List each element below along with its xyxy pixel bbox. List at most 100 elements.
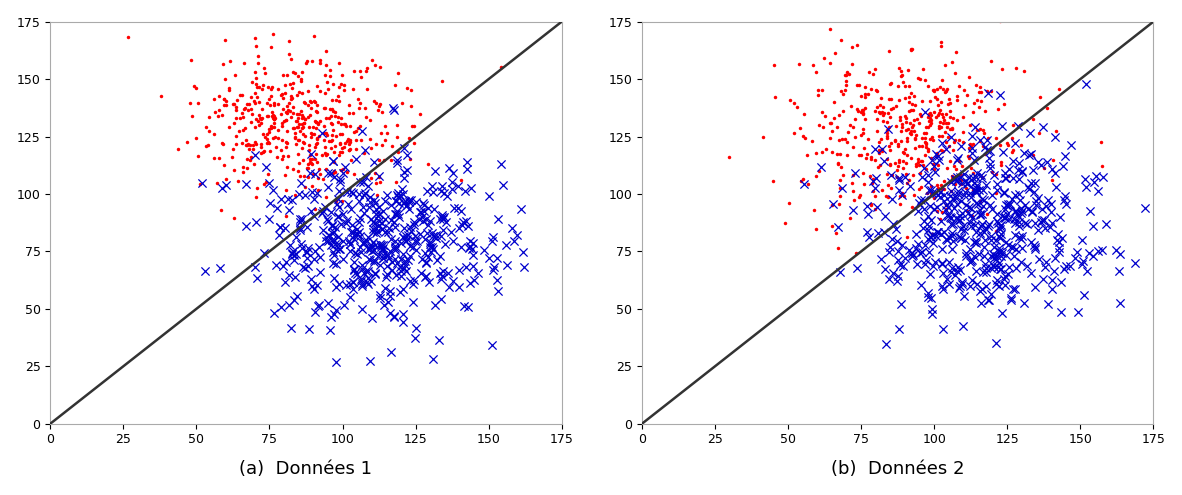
- Point: [923, 133, 942, 141]
- Point: [199, 141, 217, 149]
- Point: [928, 95, 947, 102]
- Point: [398, 256, 417, 264]
- Point: [1061, 141, 1080, 148]
- Point: [333, 169, 352, 177]
- Point: [972, 171, 991, 179]
- Point: [918, 212, 937, 220]
- Point: [931, 38, 950, 46]
- Point: [314, 136, 333, 144]
- Point: [921, 114, 940, 122]
- Point: [345, 67, 364, 75]
- Point: [918, 145, 937, 152]
- Point: [985, 262, 1004, 270]
- Point: [395, 260, 414, 268]
- Point: [943, 175, 962, 183]
- Point: [238, 164, 256, 172]
- Point: [933, 208, 952, 216]
- Point: [1012, 235, 1031, 243]
- Point: [335, 81, 353, 89]
- Point: [370, 63, 389, 71]
- Point: [278, 140, 297, 148]
- Point: [962, 276, 981, 284]
- Point: [359, 182, 378, 190]
- Point: [1001, 200, 1020, 208]
- Point: [259, 125, 278, 133]
- Point: [896, 254, 915, 262]
- Point: [972, 174, 991, 182]
- Point: [350, 243, 369, 251]
- Point: [843, 43, 862, 51]
- Point: [301, 207, 320, 215]
- Point: [935, 128, 954, 136]
- Point: [974, 252, 993, 260]
- Point: [362, 144, 381, 151]
- Point: [963, 140, 982, 148]
- Point: [872, 136, 891, 144]
- Point: [894, 148, 913, 156]
- Point: [911, 75, 930, 83]
- Point: [996, 251, 1015, 259]
- Point: [844, 197, 863, 204]
- Point: [339, 140, 358, 148]
- Point: [381, 309, 400, 317]
- Point: [1015, 201, 1034, 209]
- Point: [908, 115, 927, 123]
- Point: [875, 228, 894, 236]
- Point: [410, 215, 429, 223]
- Point: [459, 303, 478, 311]
- Point: [901, 130, 920, 138]
- Point: [264, 134, 282, 142]
- Point: [365, 246, 384, 254]
- Point: [382, 142, 401, 150]
- Point: [298, 244, 317, 251]
- Point: [764, 177, 782, 185]
- Point: [871, 161, 890, 169]
- Point: [273, 262, 292, 270]
- Point: [1009, 190, 1028, 198]
- Point: [333, 238, 352, 246]
- Point: [993, 249, 1012, 257]
- Point: [460, 242, 479, 249]
- Point: [962, 194, 981, 201]
- Point: [285, 69, 304, 77]
- Point: [320, 326, 339, 334]
- Point: [988, 180, 1007, 188]
- Point: [474, 247, 493, 254]
- Point: [239, 141, 258, 148]
- Point: [369, 106, 388, 114]
- Point: [921, 202, 940, 210]
- Point: [907, 161, 926, 169]
- Point: [969, 186, 988, 194]
- Point: [876, 340, 895, 348]
- Point: [235, 59, 254, 67]
- Point: [922, 154, 941, 162]
- Point: [364, 196, 383, 203]
- Point: [1097, 220, 1116, 228]
- Point: [937, 164, 956, 172]
- Point: [323, 120, 342, 128]
- Point: [365, 258, 384, 266]
- Point: [956, 188, 975, 196]
- Point: [282, 196, 301, 204]
- Point: [273, 71, 292, 79]
- Point: [1035, 263, 1054, 271]
- Point: [1034, 275, 1053, 283]
- Point: [350, 214, 369, 222]
- Point: [426, 167, 444, 175]
- Point: [226, 103, 245, 111]
- Point: [1007, 264, 1026, 272]
- Point: [325, 236, 344, 244]
- Point: [798, 180, 817, 188]
- Point: [227, 140, 246, 148]
- Point: [332, 71, 351, 79]
- Point: [840, 214, 859, 222]
- Point: [1093, 173, 1112, 181]
- Point: [933, 132, 952, 140]
- Point: [505, 237, 524, 245]
- Point: [904, 251, 923, 259]
- Point: [427, 231, 446, 239]
- Point: [344, 109, 363, 117]
- Point: [234, 163, 253, 171]
- Point: [903, 99, 922, 107]
- Point: [213, 184, 232, 192]
